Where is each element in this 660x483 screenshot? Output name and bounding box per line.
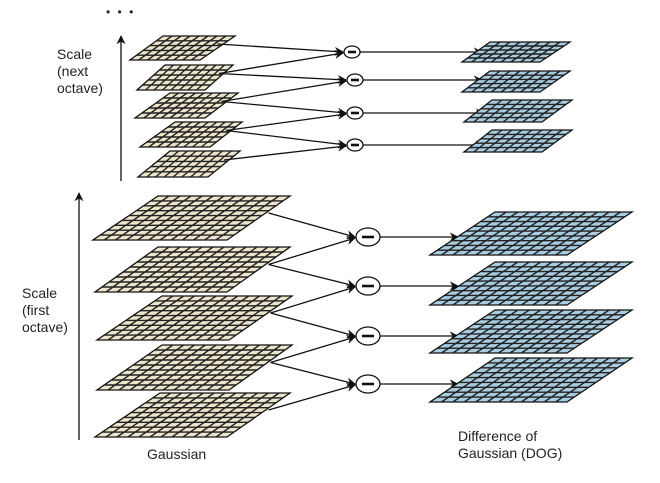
- label-line: (next: [57, 63, 89, 79]
- dog-layer-first-4-grid: [437, 357, 625, 403]
- arrow: [268, 236, 356, 266]
- dog-layer-first-3-grid: [437, 309, 625, 354]
- label-line: Scale: [57, 46, 93, 62]
- label-first-octave: Scale (first octave): [22, 285, 68, 336]
- gaussian-layer-first-2-grid: [102, 246, 283, 293]
- gaussian-layer-first-1-grid: [100, 195, 283, 241]
- dog-layer-next-4-grid: [469, 129, 566, 153]
- label-line: octave): [22, 319, 68, 335]
- arrow: [221, 77, 347, 103]
- arrow: [225, 110, 347, 132]
- gaussian-layer-next-1-grid: [136, 35, 228, 61]
- gaussian-layer-first-4-grid: [104, 344, 285, 391]
- gaussian-layer-next-3-grid: [142, 92, 232, 119]
- arrow: [268, 382, 356, 411]
- label-line: Scale: [22, 285, 58, 301]
- arrow: [270, 361, 356, 387]
- dog-layer-first-1-grid: [437, 211, 625, 256]
- arrow: [270, 285, 356, 314]
- label-line: Difference of: [458, 428, 538, 444]
- arrow: [218, 72, 347, 85]
- arrow: [218, 49, 344, 75]
- arrow: [223, 142, 347, 161]
- gaussian-layer-next-2-grid: [142, 64, 228, 91]
- gaussian-layer-next-5-grid: [144, 150, 234, 178]
- arrow: [268, 212, 356, 240]
- label-line: (first: [22, 302, 50, 318]
- arrow: [270, 335, 356, 364]
- arrow: [217, 43, 344, 57]
- label-gaussian: Gaussian: [147, 446, 207, 462]
- arrow: [225, 129, 347, 149]
- label-next-octave: Scale (next octave): [57, 46, 103, 97]
- label-line: octave): [57, 80, 103, 96]
- gaussian-layer-first-3-grid: [104, 295, 285, 341]
- arrow: [221, 100, 347, 117]
- dog-layer-next-1-grid: [467, 41, 564, 63]
- dog-layer-next-2-grid: [467, 70, 564, 93]
- arrow: [268, 263, 356, 289]
- label-line: Gaussian (DOG): [458, 445, 563, 461]
- dog-layer-next-3-grid: [469, 99, 566, 123]
- dog-layer-first-2-grid: [437, 261, 625, 306]
- gaussian-layer-first-5-grid: [102, 392, 283, 438]
- gaussian-layer-next-4-grid: [147, 121, 236, 148]
- label-dog: Difference of Gaussian (DOG): [458, 428, 562, 462]
- arrow: [270, 312, 356, 339]
- ellipsis: • • •: [106, 5, 136, 19]
